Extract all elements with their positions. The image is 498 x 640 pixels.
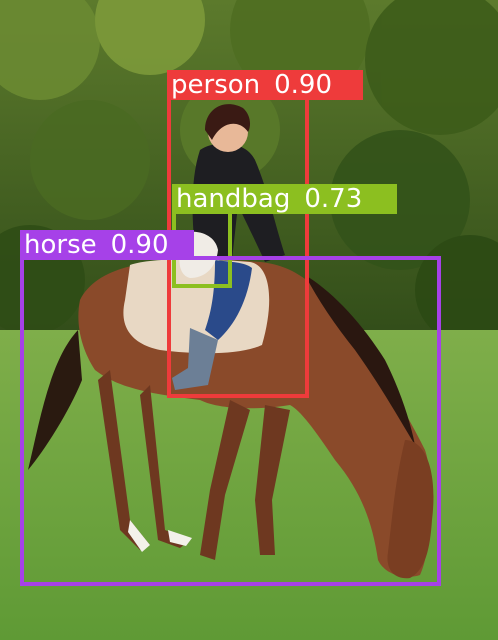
horse-confidence: 0.90 xyxy=(110,230,169,260)
horse-socks xyxy=(128,520,192,552)
horse-class-name: horse xyxy=(24,230,97,260)
horse-mane xyxy=(305,275,415,445)
person-class-name: person xyxy=(171,70,261,100)
person-confidence: 0.90 xyxy=(274,70,333,100)
horse-legs xyxy=(98,370,290,560)
handbag-class-name: handbag xyxy=(176,184,291,214)
foliage-clusters xyxy=(0,0,498,345)
person-detection-label: person 0.90 xyxy=(167,70,363,100)
horse-bounding-box xyxy=(20,256,441,586)
handbag-confidence: 0.73 xyxy=(304,184,363,214)
handbag-detection-label: handbag 0.73 xyxy=(172,184,397,214)
horse-tail xyxy=(28,330,82,470)
rider xyxy=(172,104,285,390)
horse-detection-label: horse 0.90 xyxy=(20,230,194,260)
horse-head xyxy=(387,440,434,579)
